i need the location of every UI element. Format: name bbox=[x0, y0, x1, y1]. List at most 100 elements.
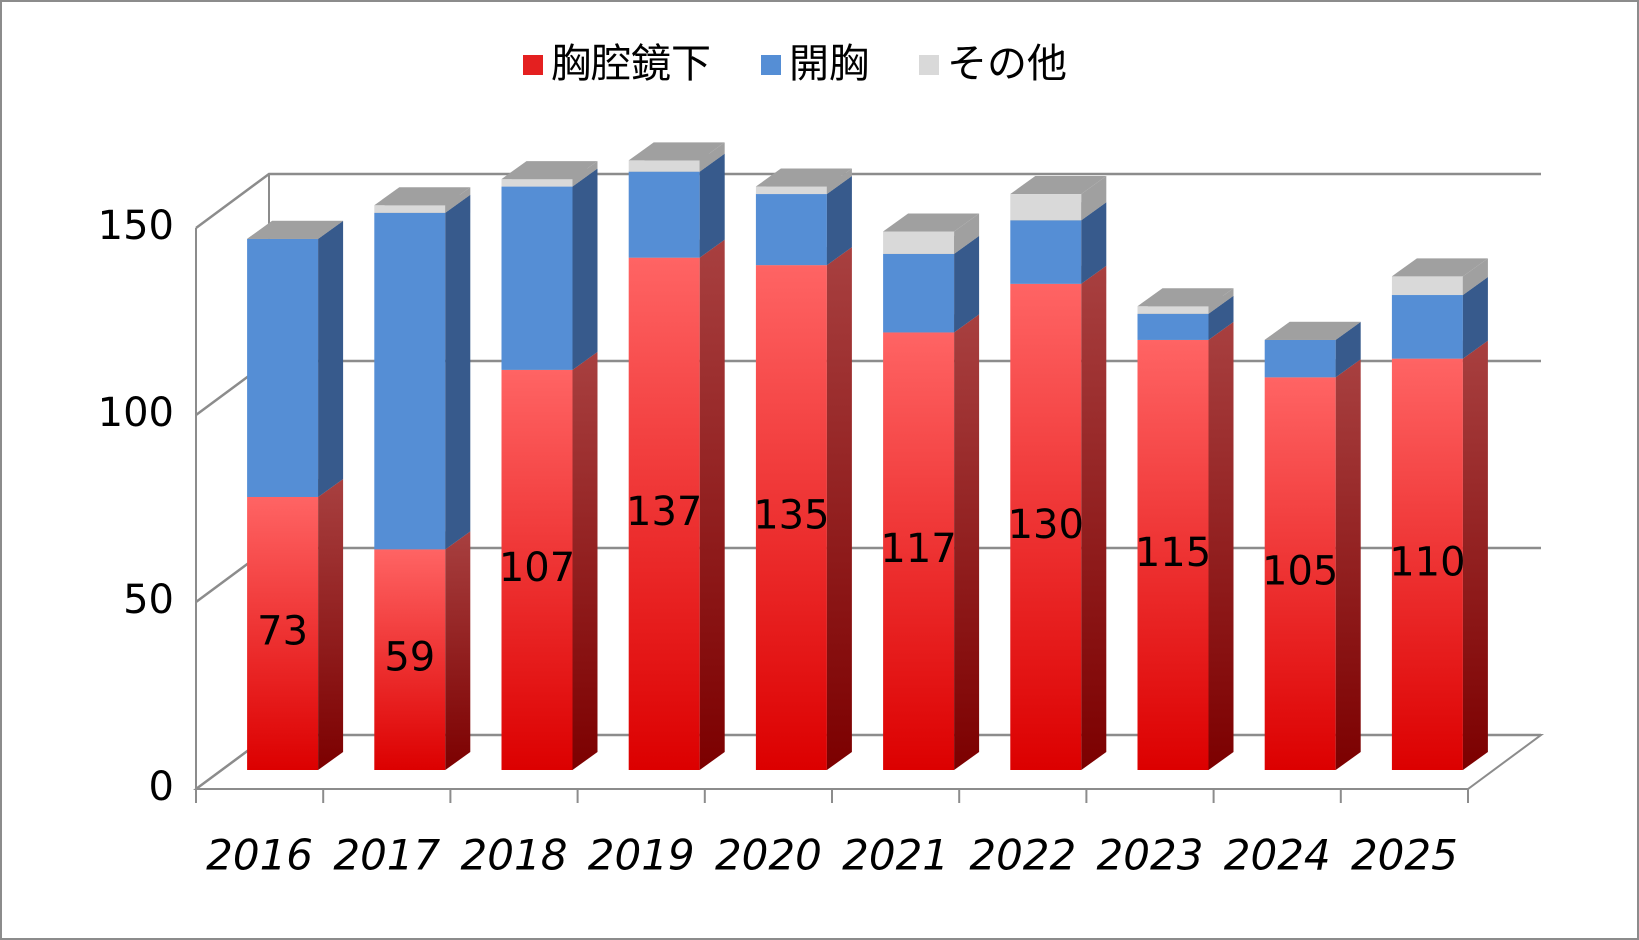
bar-front bbox=[374, 212, 446, 550]
bar-segment: 135 bbox=[753, 247, 852, 771]
bar-segment bbox=[247, 220, 344, 497]
bar-side bbox=[1208, 288, 1234, 314]
bar-front bbox=[1264, 339, 1336, 378]
bar-front bbox=[247, 496, 319, 770]
bar-segment bbox=[755, 168, 852, 195]
x-tick-label: 2016 bbox=[206, 831, 313, 880]
bar-front bbox=[501, 179, 573, 187]
bar-side bbox=[445, 531, 471, 770]
y-tick-label: 150 bbox=[98, 203, 174, 249]
bar-front bbox=[1391, 358, 1463, 770]
bar-front bbox=[374, 549, 446, 770]
bar-top bbox=[1391, 258, 1488, 277]
bar-front bbox=[628, 160, 700, 172]
bar-segment: 137 bbox=[626, 239, 725, 770]
data-label: 110 bbox=[1389, 539, 1465, 585]
bar-side bbox=[1462, 258, 1488, 296]
bar-side bbox=[1335, 359, 1361, 770]
bar-side bbox=[572, 351, 598, 770]
bar-front bbox=[883, 231, 955, 254]
bar-side bbox=[826, 247, 852, 771]
bar-segment bbox=[1264, 321, 1361, 340]
bar-side bbox=[1462, 340, 1488, 770]
bar-segment bbox=[501, 161, 598, 187]
bar-top bbox=[755, 168, 852, 187]
bar-top bbox=[247, 220, 344, 239]
x-tick-label: 2020 bbox=[715, 831, 822, 880]
bar-front bbox=[501, 369, 573, 770]
x-tick-label: 2023 bbox=[1097, 831, 1204, 880]
bar-front bbox=[1137, 306, 1209, 314]
x-tick-label: 2025 bbox=[1351, 831, 1458, 880]
bar-side bbox=[1208, 321, 1234, 770]
bar-side bbox=[954, 314, 980, 770]
bar-front bbox=[247, 238, 319, 497]
bar-front bbox=[755, 186, 827, 195]
x-tick-label: 2018 bbox=[461, 831, 568, 880]
bar-segment bbox=[628, 142, 725, 172]
bar-front bbox=[1391, 295, 1463, 359]
x-tick-label: 2022 bbox=[969, 831, 1076, 880]
bar-front bbox=[374, 205, 446, 213]
bar-side bbox=[826, 176, 852, 266]
bar-side bbox=[1462, 277, 1488, 359]
bar-front bbox=[1137, 313, 1209, 340]
bar-segment: 59 bbox=[374, 531, 471, 770]
data-label: 115 bbox=[1135, 530, 1211, 576]
bar-front bbox=[1010, 194, 1082, 221]
bar-front bbox=[1010, 283, 1082, 770]
bar-side bbox=[572, 168, 598, 370]
bar-segment: 130 bbox=[1008, 265, 1107, 770]
bar-side bbox=[699, 142, 725, 172]
legend: 胸腔鏡下 開胸 その他 bbox=[523, 41, 1067, 87]
grid-line bbox=[195, 172, 1541, 230]
bar-top bbox=[883, 213, 980, 232]
bar-segment bbox=[883, 213, 980, 254]
bar-front bbox=[883, 253, 955, 333]
bar-front bbox=[628, 257, 700, 770]
bar-segment: 110 bbox=[1389, 340, 1488, 770]
bar-front bbox=[1010, 220, 1082, 284]
bar-side bbox=[954, 213, 980, 254]
bar-side bbox=[954, 235, 980, 333]
legend-label: 胸腔鏡下 bbox=[551, 41, 711, 87]
x-tick-label: 2019 bbox=[588, 831, 695, 880]
data-label: 107 bbox=[499, 545, 575, 591]
bar-front bbox=[755, 194, 827, 266]
y-tick-label: 0 bbox=[149, 764, 174, 810]
x-tick-label: 2021 bbox=[842, 831, 949, 880]
y-tick-label: 100 bbox=[98, 390, 174, 436]
bar-side bbox=[318, 220, 344, 497]
bar-front bbox=[755, 265, 827, 770]
bar-segment: 115 bbox=[1135, 321, 1234, 770]
bar-side bbox=[318, 478, 344, 770]
bar-segment bbox=[374, 194, 471, 550]
legend-label: その他 bbox=[947, 41, 1067, 87]
bar-side bbox=[572, 161, 598, 187]
bar-top bbox=[628, 142, 725, 161]
bar-side bbox=[826, 168, 852, 195]
data-label: 130 bbox=[1008, 502, 1084, 548]
data-label: 105 bbox=[1262, 549, 1338, 595]
bar-side bbox=[1081, 202, 1107, 284]
legend-swatch bbox=[761, 55, 781, 75]
bar-front bbox=[501, 186, 573, 370]
bar-segment bbox=[501, 168, 598, 370]
bar-front bbox=[628, 171, 700, 258]
bar-side bbox=[699, 239, 725, 770]
bar-front bbox=[883, 332, 955, 770]
bar-side bbox=[445, 194, 471, 550]
bar-top bbox=[1010, 176, 1107, 195]
bar-segment bbox=[1010, 176, 1107, 221]
bar-segment bbox=[1391, 258, 1488, 296]
bar-segment: 73 bbox=[247, 478, 344, 770]
bar-segment bbox=[374, 187, 471, 213]
bar-side bbox=[1081, 176, 1107, 221]
bar-side bbox=[1335, 321, 1361, 378]
bar-top bbox=[501, 161, 598, 180]
bar-top bbox=[374, 187, 471, 206]
bar-front bbox=[1264, 377, 1336, 770]
data-label: 135 bbox=[753, 493, 829, 539]
legend-swatch bbox=[523, 55, 543, 75]
y-tick-label: 50 bbox=[123, 577, 174, 623]
